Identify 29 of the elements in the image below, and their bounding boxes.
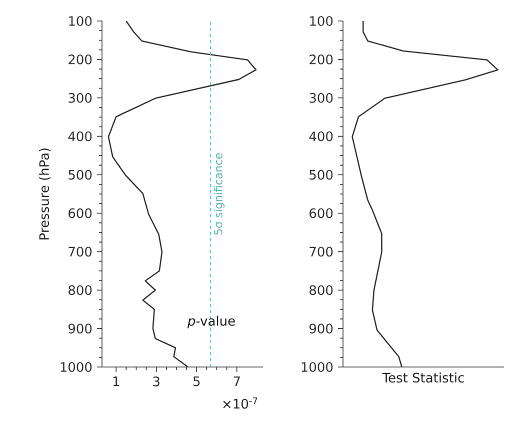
x-axis-title: Test Statistic (382, 372, 464, 383)
y-tick-label: 800 (68, 285, 92, 296)
y-tick-label: 600 (310, 208, 333, 218)
y-tick-label: 700 (68, 246, 92, 257)
y-tick-label: 800 (310, 285, 333, 296)
annotation: p-value (187, 316, 235, 328)
x-tick-label: 3 (153, 376, 160, 386)
x-axis-title: ×10$^{-7}$ (223, 398, 258, 409)
y-tick-label: 300 (310, 92, 333, 103)
y-tick-label: 400 (309, 131, 333, 142)
x-tick-label: 5 (193, 376, 200, 386)
y-tick-label: 900 (309, 324, 333, 334)
y-tick-label: 300 (68, 92, 92, 103)
y-tick-label: 500 (310, 170, 333, 180)
y-tick-label: 1000 (60, 362, 92, 372)
y-tick-label: 400 (68, 131, 92, 142)
ref-line-label: 5σ significance (214, 153, 225, 235)
y-tick-label: 100 (69, 16, 92, 26)
y-axis-title: Pressure (hPa) (38, 148, 51, 240)
x-tick-label: 7 (234, 376, 240, 386)
y-tick-label: 900 (68, 324, 92, 334)
y-tick-label: 700 (310, 246, 333, 257)
y-tick-label: 200 (68, 54, 92, 64)
y-tick-label: 200 (310, 54, 333, 64)
y-tick-label: 100 (310, 16, 333, 26)
x-tick-label: 1 (113, 376, 120, 386)
y-tick-label: 500 (68, 170, 92, 180)
y-tick-label: 600 (68, 208, 92, 218)
y-tick-label: 1000 (302, 362, 333, 372)
